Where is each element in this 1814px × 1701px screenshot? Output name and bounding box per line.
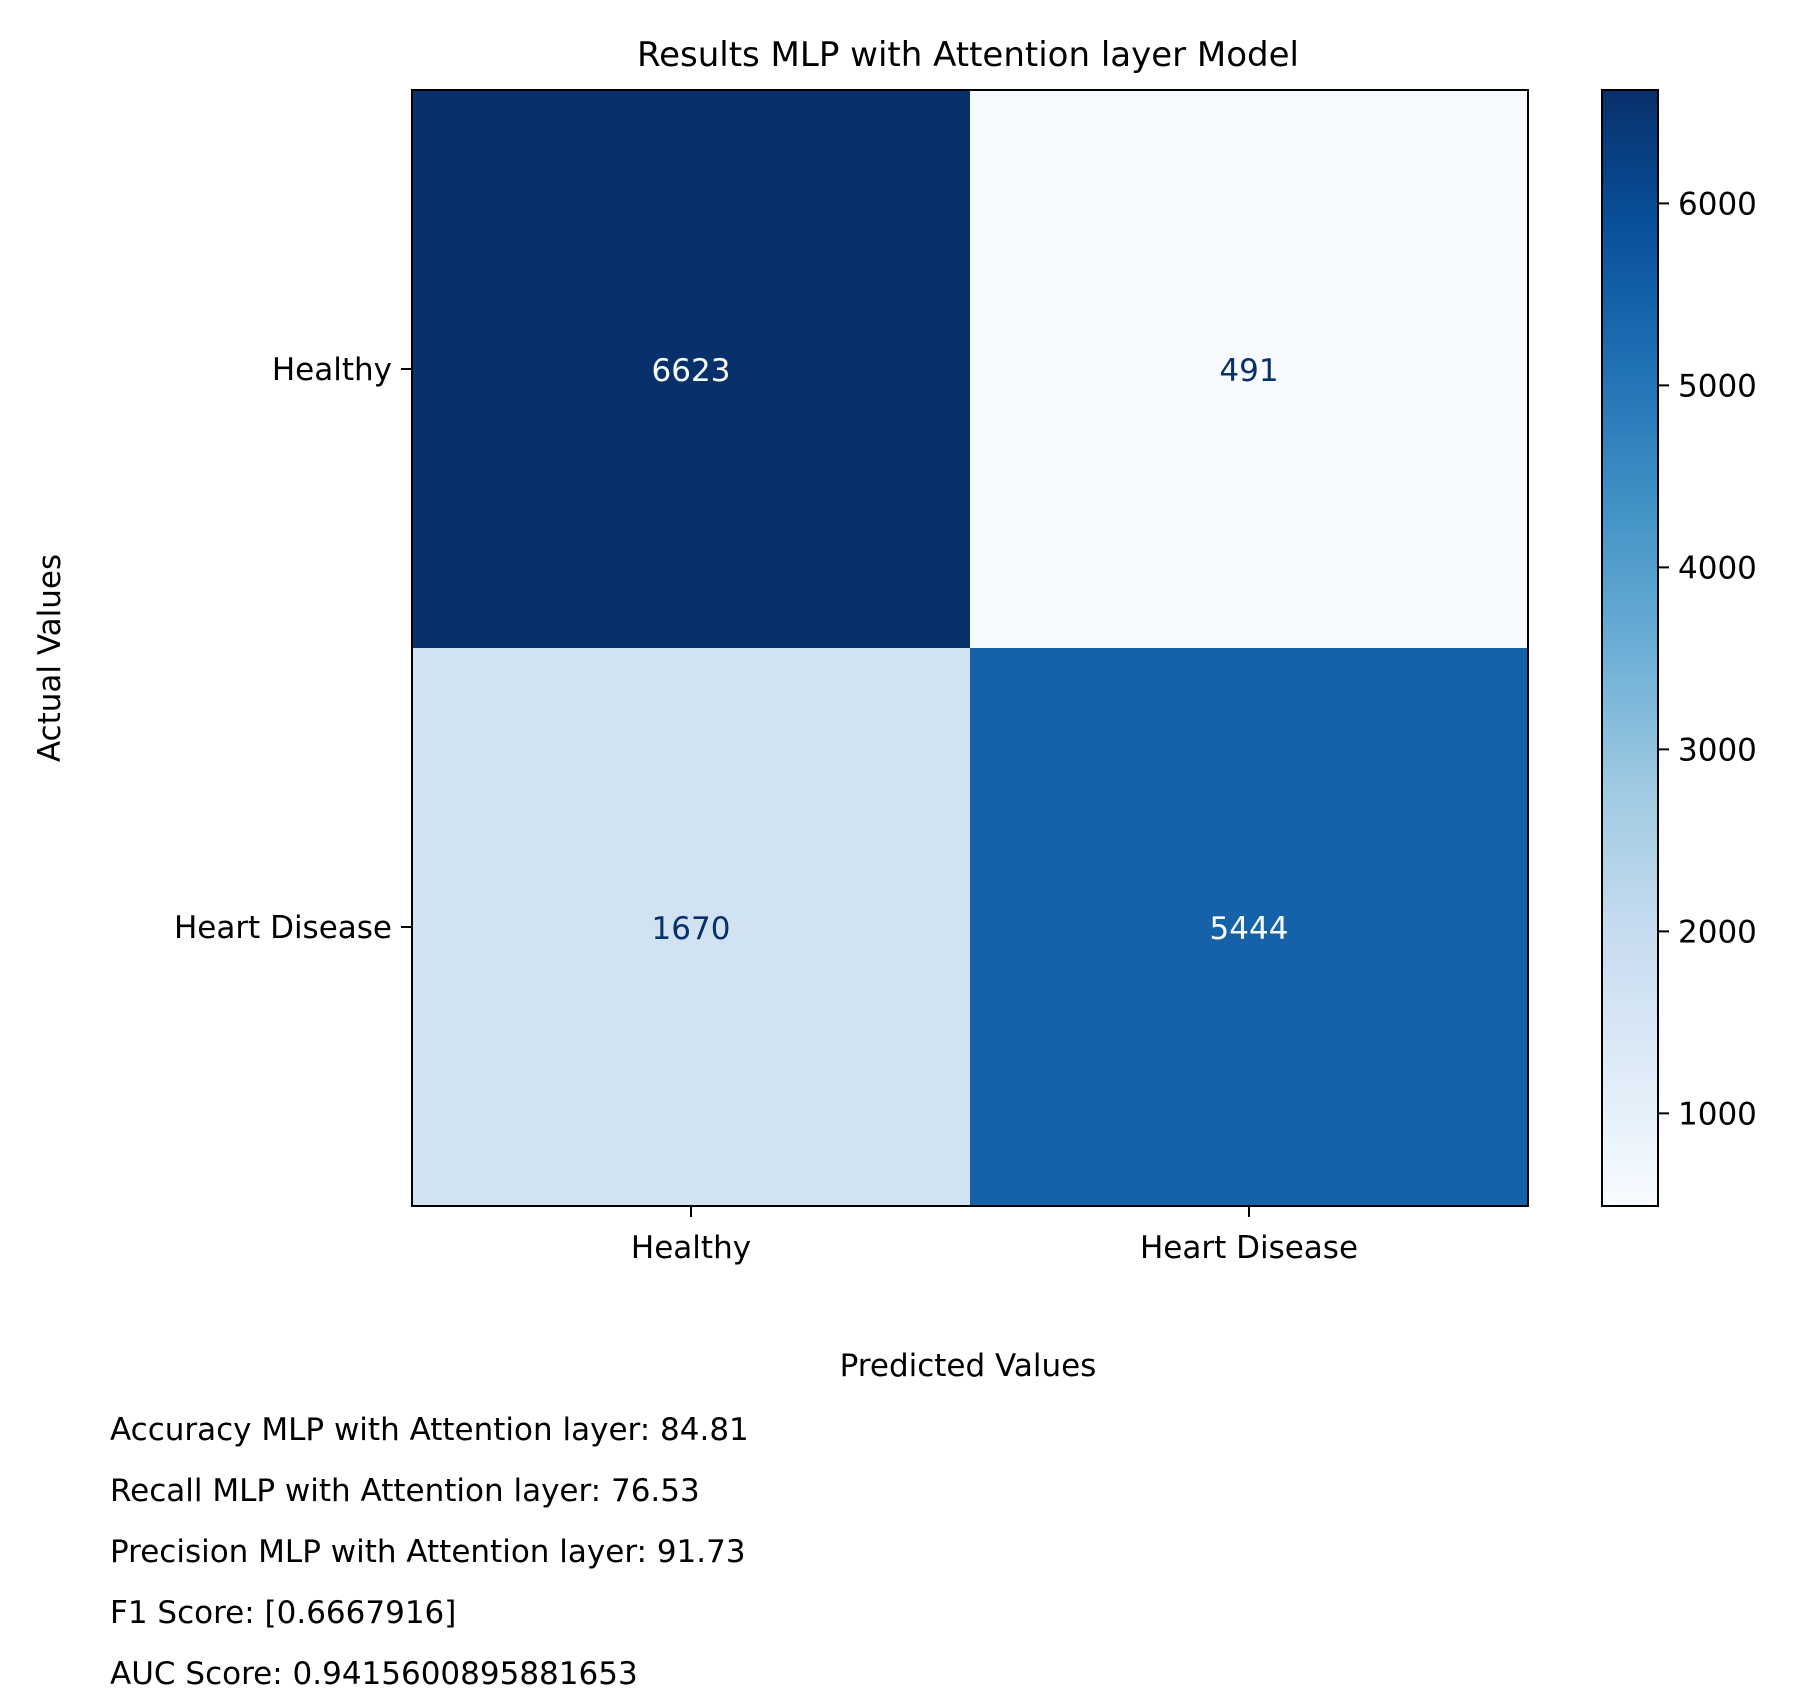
- colorbar-tick-label: 1000: [1678, 1096, 1757, 1132]
- metrics-block: Accuracy MLP with Attention layer: 84.81…: [110, 1412, 749, 1692]
- colorbar-tick-label: 3000: [1678, 732, 1757, 768]
- cell-value-label: 5444: [1210, 911, 1289, 947]
- y-tick-label: Heart Disease: [174, 910, 392, 946]
- colorbar: [1601, 89, 1659, 1207]
- chart-title: Results MLP with Attention layer Model: [637, 35, 1299, 75]
- cell-value-label: 1670: [652, 911, 731, 947]
- colorbar-tick-label: 6000: [1678, 186, 1757, 222]
- colorbar-tick-label: 2000: [1678, 914, 1757, 950]
- y-axis-label: Actual Values: [32, 554, 68, 762]
- metric-line: Recall MLP with Attention layer: 76.53: [110, 1473, 700, 1509]
- heatmap-cell: [970, 90, 1529, 649]
- x-tick-label: Heart Disease: [1140, 1230, 1358, 1266]
- heatmap-cells: 6623 491 1670 5444: [412, 90, 1529, 1207]
- heatmap-cell: [970, 648, 1529, 1207]
- metric-line: F1 Score: [0.6667916]: [110, 1595, 456, 1631]
- y-tick-label: Healthy: [272, 352, 392, 388]
- colorbar-ticks: 1000 2000 3000 4000 5000 6000: [1658, 186, 1757, 1132]
- x-tick-label: Healthy: [631, 1230, 751, 1266]
- metric-line: AUC Score: 0.9415600895881653: [110, 1656, 638, 1692]
- metric-line: Precision MLP with Attention layer: 91.7…: [110, 1534, 746, 1570]
- cell-value-label: 491: [1219, 353, 1278, 389]
- heatmap-cell: [412, 648, 971, 1207]
- x-axis-ticks: Healthy Heart Disease: [631, 1206, 1358, 1266]
- colorbar-tick-label: 5000: [1678, 368, 1757, 404]
- y-axis-ticks: Healthy Heart Disease: [174, 352, 412, 946]
- metric-line: Accuracy MLP with Attention layer: 84.81: [110, 1412, 749, 1448]
- x-axis-label: Predicted Values: [840, 1348, 1097, 1384]
- plot-frame: [411, 89, 1529, 1207]
- colorbar-tick-label: 4000: [1678, 550, 1757, 586]
- cell-value-label: 6623: [652, 353, 731, 389]
- heatmap-cell: [412, 90, 971, 649]
